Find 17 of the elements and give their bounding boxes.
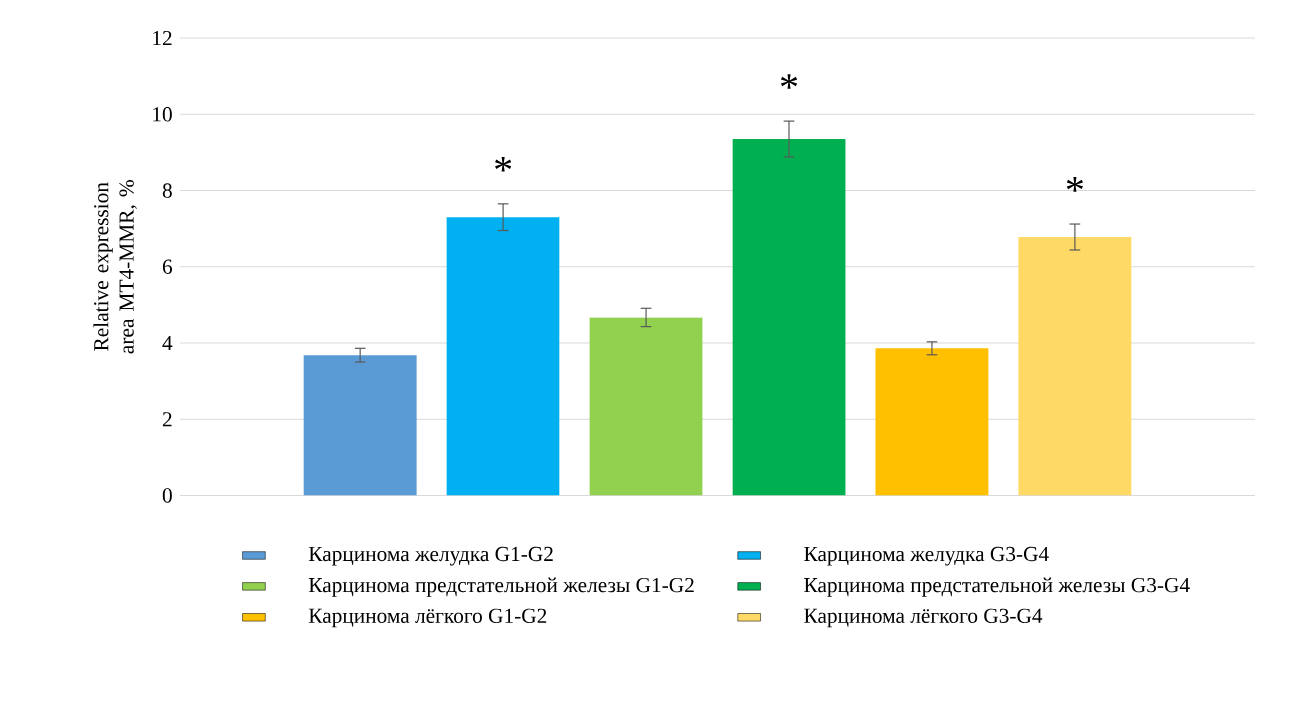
- legend-label: Карцинома желудка G1-G2: [308, 547, 553, 566]
- annotation: *: [1066, 177, 1083, 193]
- y-tick-label: 12: [153, 31, 172, 46]
- legend-label: Карцинома желудка G3-G4: [804, 547, 1049, 566]
- y-tick-label: 4: [162, 336, 173, 351]
- y-tick-label: 2: [162, 412, 172, 427]
- y-tick-label: 8: [162, 183, 172, 198]
- legend-label: Карцинома лёгкого G1-G2: [308, 608, 547, 628]
- legend-label: Карцинома предстательной железы G1-G2: [308, 577, 694, 597]
- legend-label: Карцинома предстательной железы G3-G4: [804, 577, 1190, 597]
- y-axis-title: Relative expression area MT4-MMR, %: [93, 180, 137, 354]
- y-tick-label: 10: [153, 107, 172, 122]
- y-tick-label: 6: [162, 259, 173, 275]
- annotation: *: [780, 74, 798, 90]
- legend-label: Карцинома лёгкого G3-G4: [804, 608, 1043, 628]
- y-tick-label: 0: [162, 488, 172, 503]
- annotation: *: [495, 157, 512, 172]
